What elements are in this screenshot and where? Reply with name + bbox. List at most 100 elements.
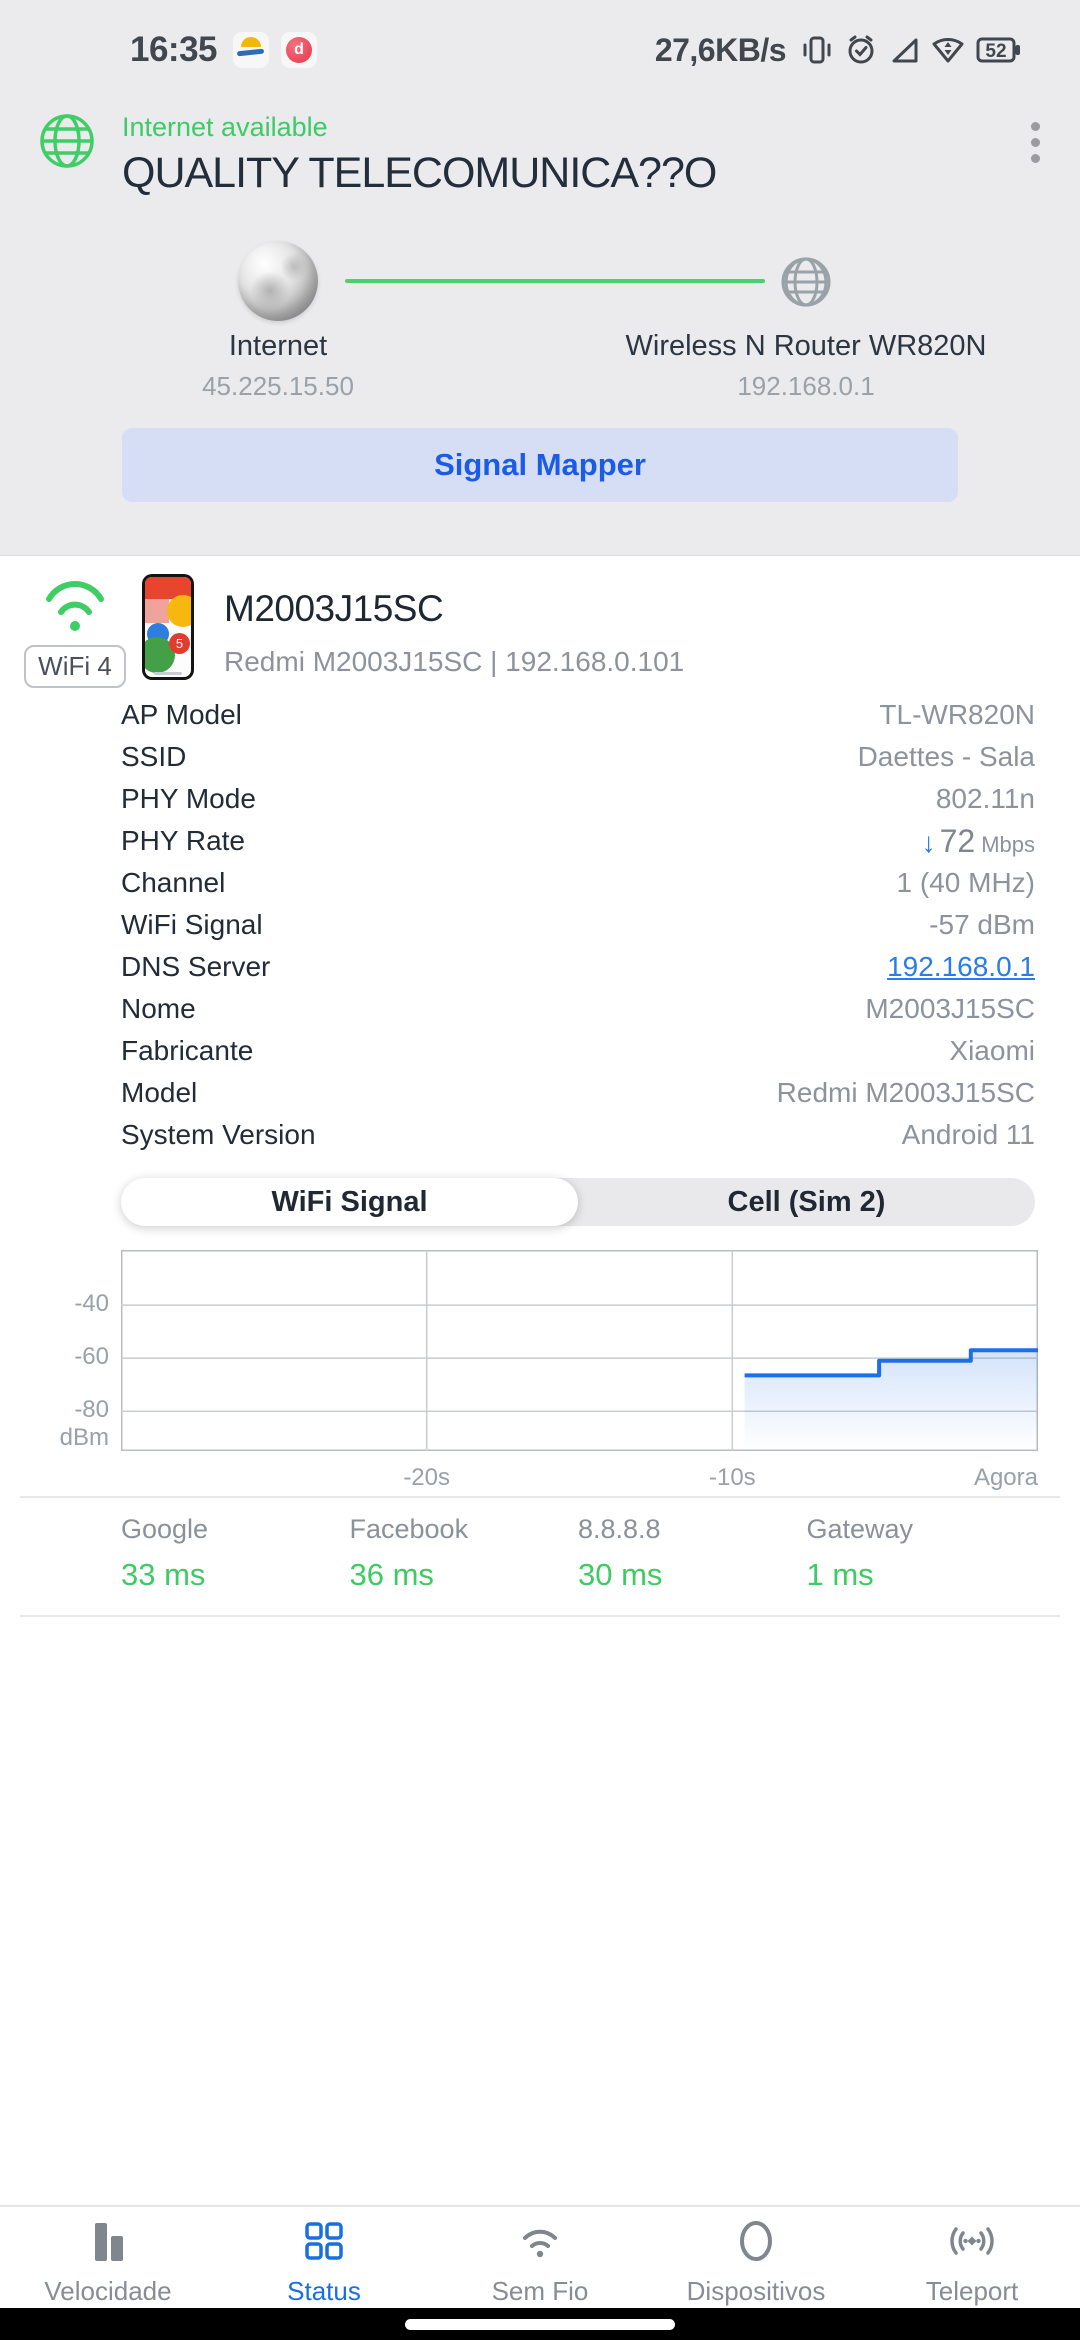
detail-row: DNS Server 192.168.0.1 xyxy=(121,946,1035,988)
clock: 16:35 xyxy=(130,30,218,69)
rate-value: 72 xyxy=(939,822,976,859)
notification-icons: d xyxy=(233,32,318,68)
status-bar: 16:35 d 27,6KB/s xyxy=(0,0,1080,100)
cell-signal-icon xyxy=(892,38,918,63)
ping-item-facebook: Facebook 36 ms xyxy=(350,1514,579,1593)
system-navigation-area xyxy=(0,2308,1080,2340)
ping-latency: 1 ms xyxy=(806,1557,874,1592)
ping-item-gateway: Gateway 1 ms xyxy=(807,1514,1036,1593)
home-indicator[interactable] xyxy=(405,2318,675,2330)
detail-value: TL-WR820N xyxy=(879,699,1035,730)
ping-target: Google xyxy=(121,1514,209,1544)
chart-tabs: WiFi Signal Cell (Sim 2) xyxy=(121,1178,1035,1226)
battery-icon: 52 xyxy=(976,37,1020,63)
y-axis-tick: -80 xyxy=(74,1396,109,1424)
ping-latency: 30 ms xyxy=(578,1557,663,1592)
phone-thumbnail: 5 xyxy=(142,574,194,680)
ping-latency: 36 ms xyxy=(349,1557,434,1592)
tab-cell-sim2[interactable]: Cell (Sim 2) xyxy=(727,1185,886,1218)
device-row: WiFi 4 5 M2003J15SC Redmi M2003J15SC | 1… xyxy=(20,574,1040,688)
device-name: M2003J15SC xyxy=(224,588,444,629)
detail-row: WiFi Signal -57 dBm xyxy=(121,904,1035,946)
devices-circle-icon xyxy=(734,2219,778,2268)
wifi-status-column: WiFi 4 xyxy=(20,574,130,688)
node-ip: 45.225.15.50 xyxy=(202,371,354,401)
tools-notification-icon xyxy=(233,32,270,68)
chart-plot xyxy=(121,1250,1038,1456)
ping-summary: Google 33 ms Facebook 36 ms 8.8.8.8 30 ms Gate… xyxy=(121,1498,1035,1615)
detail-label: Fabricante xyxy=(121,1035,254,1066)
detail-row: Nome M2003J15SC xyxy=(121,988,1035,1030)
detail-value: M2003J15SC xyxy=(865,993,1035,1024)
detail-label: AP Model xyxy=(121,699,242,730)
detail-value: Redmi M2003J15SC xyxy=(776,1077,1035,1108)
detail-label: PHY Mode xyxy=(121,783,256,814)
nav-item-dispositivos[interactable]: Dispositivos xyxy=(648,2207,864,2308)
node-label: Wireless N Router WR820N xyxy=(625,330,987,362)
detail-label: SSID xyxy=(121,741,187,772)
nav-item-velocidade[interactable]: Velocidade xyxy=(0,2207,216,2308)
internet-node: Internet 45.225.15.50 xyxy=(128,330,428,402)
ping-target: Facebook xyxy=(349,1514,469,1544)
signal-mapper-button[interactable]: Signal Mapper xyxy=(122,428,958,502)
detail-value: 1 (40 MHz) xyxy=(896,867,1035,898)
x-axis-tick: -20s xyxy=(403,1464,450,1491)
dns-server-link[interactable]: 192.168.0.1 xyxy=(887,951,1035,982)
detail-label: Nome xyxy=(121,993,196,1024)
page-title: QUALITY TELECOMUNICA??O xyxy=(122,149,717,197)
x-axis-tick: Agora xyxy=(973,1464,1038,1491)
vibrate-icon xyxy=(803,36,831,64)
network-speed: 27,6KB/s xyxy=(654,31,787,68)
ping-latency: 33 ms xyxy=(121,1557,206,1592)
ping-item-google: Google 33 ms xyxy=(121,1514,350,1593)
nav-label: Velocidade xyxy=(44,2276,172,2306)
speed-bars-icon xyxy=(86,2219,130,2268)
detail-label: System Version xyxy=(121,1119,316,1150)
battery-percent: 52 xyxy=(985,41,1006,62)
detail-row: AP Model TL-WR820N xyxy=(121,694,1035,736)
y-axis-tick: -60 xyxy=(74,1343,109,1371)
node-ip: 192.168.0.1 xyxy=(737,371,875,401)
wifi-signal-chart xyxy=(121,1250,1038,1451)
node-label: Internet xyxy=(228,330,328,362)
nav-item-semfio[interactable]: Sem Fio xyxy=(432,2207,648,2308)
ping-item-8-8-8-8: 8.8.8.8 30 ms xyxy=(578,1514,807,1593)
nav-item-teleport[interactable]: Teleport xyxy=(864,2207,1080,2308)
music-notification-icon: d xyxy=(281,32,318,68)
app-header: Internet available QUALITY TELECOMUNICA?… xyxy=(38,112,1046,198)
internet-status: Internet available xyxy=(122,112,328,142)
device-details-table: AP Model TL-WR820N SSID Daettes - Sala PHY M… xyxy=(121,694,1035,1156)
router-node: Wireless N Router WR820N 192.168.0.1 xyxy=(606,330,1006,402)
globe-icon xyxy=(40,114,94,168)
nav-label: Status xyxy=(287,2276,361,2306)
wifi-activity-icon xyxy=(932,37,964,63)
detail-label: Model xyxy=(121,1077,198,1108)
wireframe-globe-icon xyxy=(781,257,831,307)
wifi-icon xyxy=(518,2219,562,2268)
earth-globe-icon xyxy=(238,241,318,321)
detail-value: Daettes - Sala xyxy=(857,741,1035,772)
detail-label: DNS Server xyxy=(121,951,271,982)
bottom-navigation: Velocidade Status Sem Fio Dispositivos Telep… xyxy=(0,2205,1080,2308)
status-grid-icon xyxy=(302,2219,346,2268)
status-icons: 27,6KB/s 52 xyxy=(655,32,1022,69)
detail-value: Android 11 xyxy=(901,1119,1035,1150)
detail-row: Channel 1 (40 MHz) xyxy=(121,862,1035,904)
nav-item-status[interactable]: Status xyxy=(216,2207,432,2308)
tab-wifi-signal[interactable]: WiFi Signal xyxy=(121,1178,578,1226)
detail-row: PHY Mode 802.11n xyxy=(121,778,1035,820)
device-subtitle: Redmi M2003J15SC | 192.168.0.101 xyxy=(224,646,685,677)
detail-value: -57 dBm xyxy=(929,909,1035,940)
detail-row: SSID Daettes - Sala xyxy=(121,736,1035,778)
device-info: M2003J15SC Redmi M2003J15SC | 192.168.0.… xyxy=(224,574,684,686)
kebab-menu-icon[interactable] xyxy=(1025,112,1046,173)
detail-row: PHY Rate ↓ 72 Mbps xyxy=(121,820,1035,862)
y-axis-unit: dBm xyxy=(59,1424,109,1451)
rate-unit: Mbps xyxy=(981,831,1035,857)
ping-target: 8.8.8.8 xyxy=(578,1514,661,1544)
wifi-generation-badge: WiFi 4 xyxy=(24,645,126,688)
ping-target: Gateway xyxy=(806,1514,914,1544)
teleport-icon xyxy=(950,2219,994,2268)
detail-label: WiFi Signal xyxy=(121,909,263,940)
